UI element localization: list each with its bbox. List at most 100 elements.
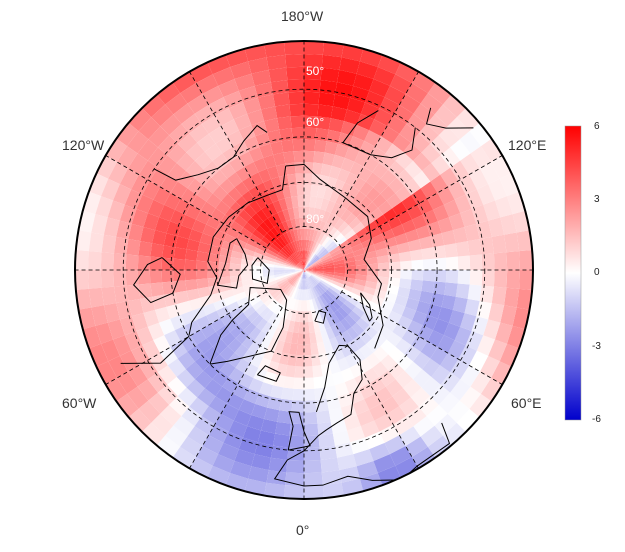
field-cell	[452, 296, 468, 314]
field-cell	[131, 209, 148, 227]
field-cell	[128, 408, 152, 432]
field-cell	[290, 309, 297, 322]
field-cell	[349, 161, 364, 177]
field-cell	[317, 104, 333, 119]
field-cell	[360, 312, 374, 325]
field-cell	[352, 190, 367, 205]
field-cell	[272, 240, 283, 251]
field-cell	[386, 193, 402, 209]
field-cell	[279, 281, 290, 290]
field-cell	[304, 54, 323, 68]
field-cell	[312, 272, 323, 277]
field-cell	[379, 97, 400, 116]
field-cell	[430, 292, 445, 307]
field-cell	[494, 322, 513, 344]
field-cell	[320, 329, 330, 342]
field-cell	[353, 449, 374, 467]
field-cell	[220, 214, 235, 228]
coastline	[120, 165, 287, 364]
field-cell	[355, 227, 369, 239]
field-cell	[283, 232, 292, 244]
field-cell	[304, 127, 317, 140]
field-cell	[298, 262, 306, 272]
field-cell	[493, 270, 508, 288]
field-cell	[301, 289, 304, 301]
field-cell	[264, 118, 280, 133]
field-cell	[421, 143, 441, 164]
field-cell	[270, 445, 289, 460]
field-cell	[352, 349, 366, 364]
field-cell	[287, 207, 295, 220]
field-cell	[450, 160, 470, 181]
field-cell	[297, 251, 302, 262]
field-cell	[189, 62, 213, 83]
field-cell	[309, 299, 315, 311]
field-cell	[298, 206, 304, 218]
field-cell	[411, 335, 428, 352]
field-cell	[430, 174, 448, 193]
field-cell	[286, 297, 294, 309]
field-cell	[306, 251, 311, 262]
field-cell	[494, 196, 513, 218]
field-cell	[270, 301, 281, 313]
field-cell	[270, 176, 282, 190]
field-cell	[273, 374, 286, 388]
field-cell	[315, 398, 329, 412]
coastline	[287, 411, 311, 451]
field-cell	[241, 279, 254, 287]
field-cell	[304, 195, 311, 208]
field-cell	[310, 256, 319, 265]
field-cell	[322, 482, 344, 499]
field-cell	[332, 277, 344, 285]
field-cell	[339, 466, 360, 483]
field-cell	[309, 255, 318, 264]
field-cell	[458, 174, 477, 195]
field-cell	[310, 287, 317, 299]
field-cell	[194, 370, 213, 389]
field-cell	[320, 254, 332, 262]
field-cell	[101, 234, 117, 254]
field-cell	[299, 217, 304, 229]
field-cell	[386, 331, 402, 347]
field-cell	[297, 263, 306, 272]
field-cell	[391, 224, 406, 237]
field-cell	[137, 255, 151, 270]
field-cell	[325, 200, 336, 213]
field-cell	[355, 259, 367, 266]
field-cell	[311, 230, 319, 242]
field-cell	[334, 143, 349, 158]
field-cell	[373, 312, 388, 326]
field-cell	[356, 61, 378, 80]
field-cell	[403, 142, 422, 161]
field-cell	[267, 337, 279, 351]
field-cell	[413, 416, 435, 437]
field-cell	[284, 264, 296, 269]
field-cell	[304, 498, 326, 499]
field-cell	[380, 185, 396, 201]
field-cell	[304, 239, 307, 251]
field-cell	[387, 216, 402, 230]
field-cell	[180, 188, 197, 205]
field-cell	[247, 217, 260, 230]
field-cell	[306, 278, 311, 289]
field-cell	[218, 255, 231, 264]
lat-label-50: 50°	[306, 64, 325, 78]
field-cell	[442, 94, 466, 118]
field-cell	[437, 217, 453, 234]
field-cell	[148, 392, 170, 414]
field-cell	[299, 268, 306, 278]
field-cell	[267, 189, 279, 203]
field-cell	[304, 103, 319, 117]
field-cell	[280, 282, 291, 292]
field-cell	[203, 346, 220, 363]
field-cell	[356, 264, 368, 270]
field-cell	[320, 457, 340, 473]
field-cell	[430, 347, 448, 366]
field-cell	[275, 276, 287, 283]
field-cell	[388, 346, 405, 363]
field-cell	[404, 345, 421, 362]
field-cell	[155, 217, 171, 234]
field-cell	[270, 141, 284, 155]
field-cell	[295, 173, 304, 185]
field-cell	[251, 454, 271, 471]
